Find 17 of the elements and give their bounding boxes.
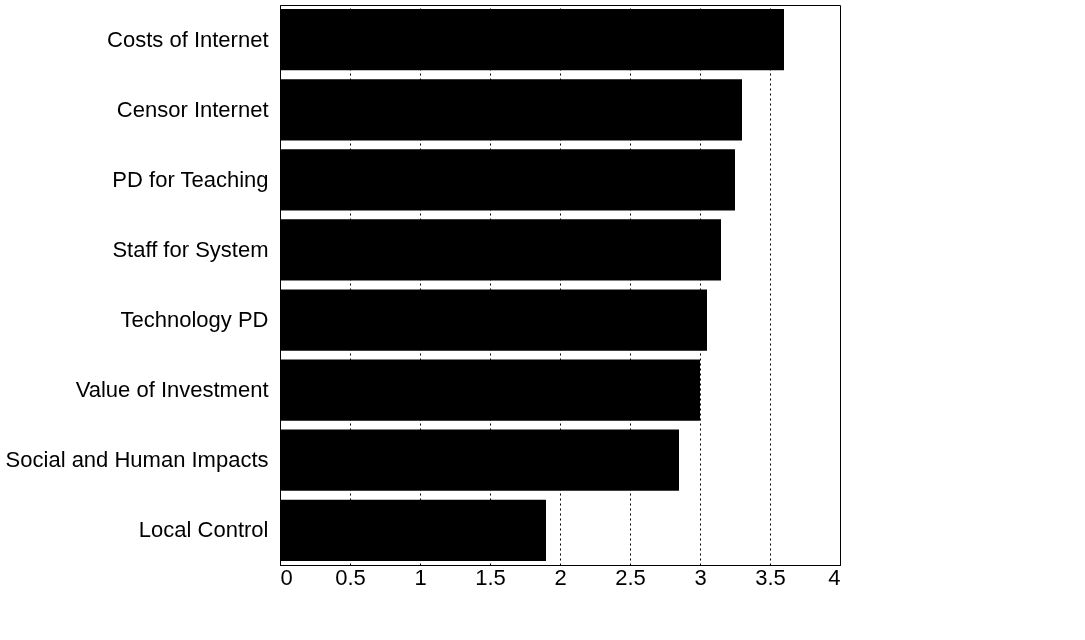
x-tick-label: 0.5 <box>335 564 366 590</box>
y-tick-label: PD for Teaching <box>112 166 269 192</box>
x-tick-label: 3.5 <box>755 564 786 590</box>
y-tick-label: Social and Human Impacts <box>5 447 269 473</box>
x-tick-label: 4 <box>828 564 841 590</box>
x-tick-label: 1.5 <box>475 564 506 590</box>
x-tick-label: 1 <box>414 564 427 590</box>
y-tick-label: Censor Internet <box>116 96 269 122</box>
y-tick-label: Costs of Internet <box>107 26 269 52</box>
y-tick-label: Technology PD <box>120 307 269 333</box>
x-tick-label: 2 <box>554 564 567 590</box>
y-tick-label: Staff for System <box>112 236 269 262</box>
x-tick-label: 3 <box>694 564 707 590</box>
y-tick-label: Value of Investment <box>75 377 269 403</box>
y-tick-label: Local Control <box>138 517 269 543</box>
x-tick-label: 2.5 <box>615 564 646 590</box>
x-tick-label: 0 <box>280 564 293 590</box>
